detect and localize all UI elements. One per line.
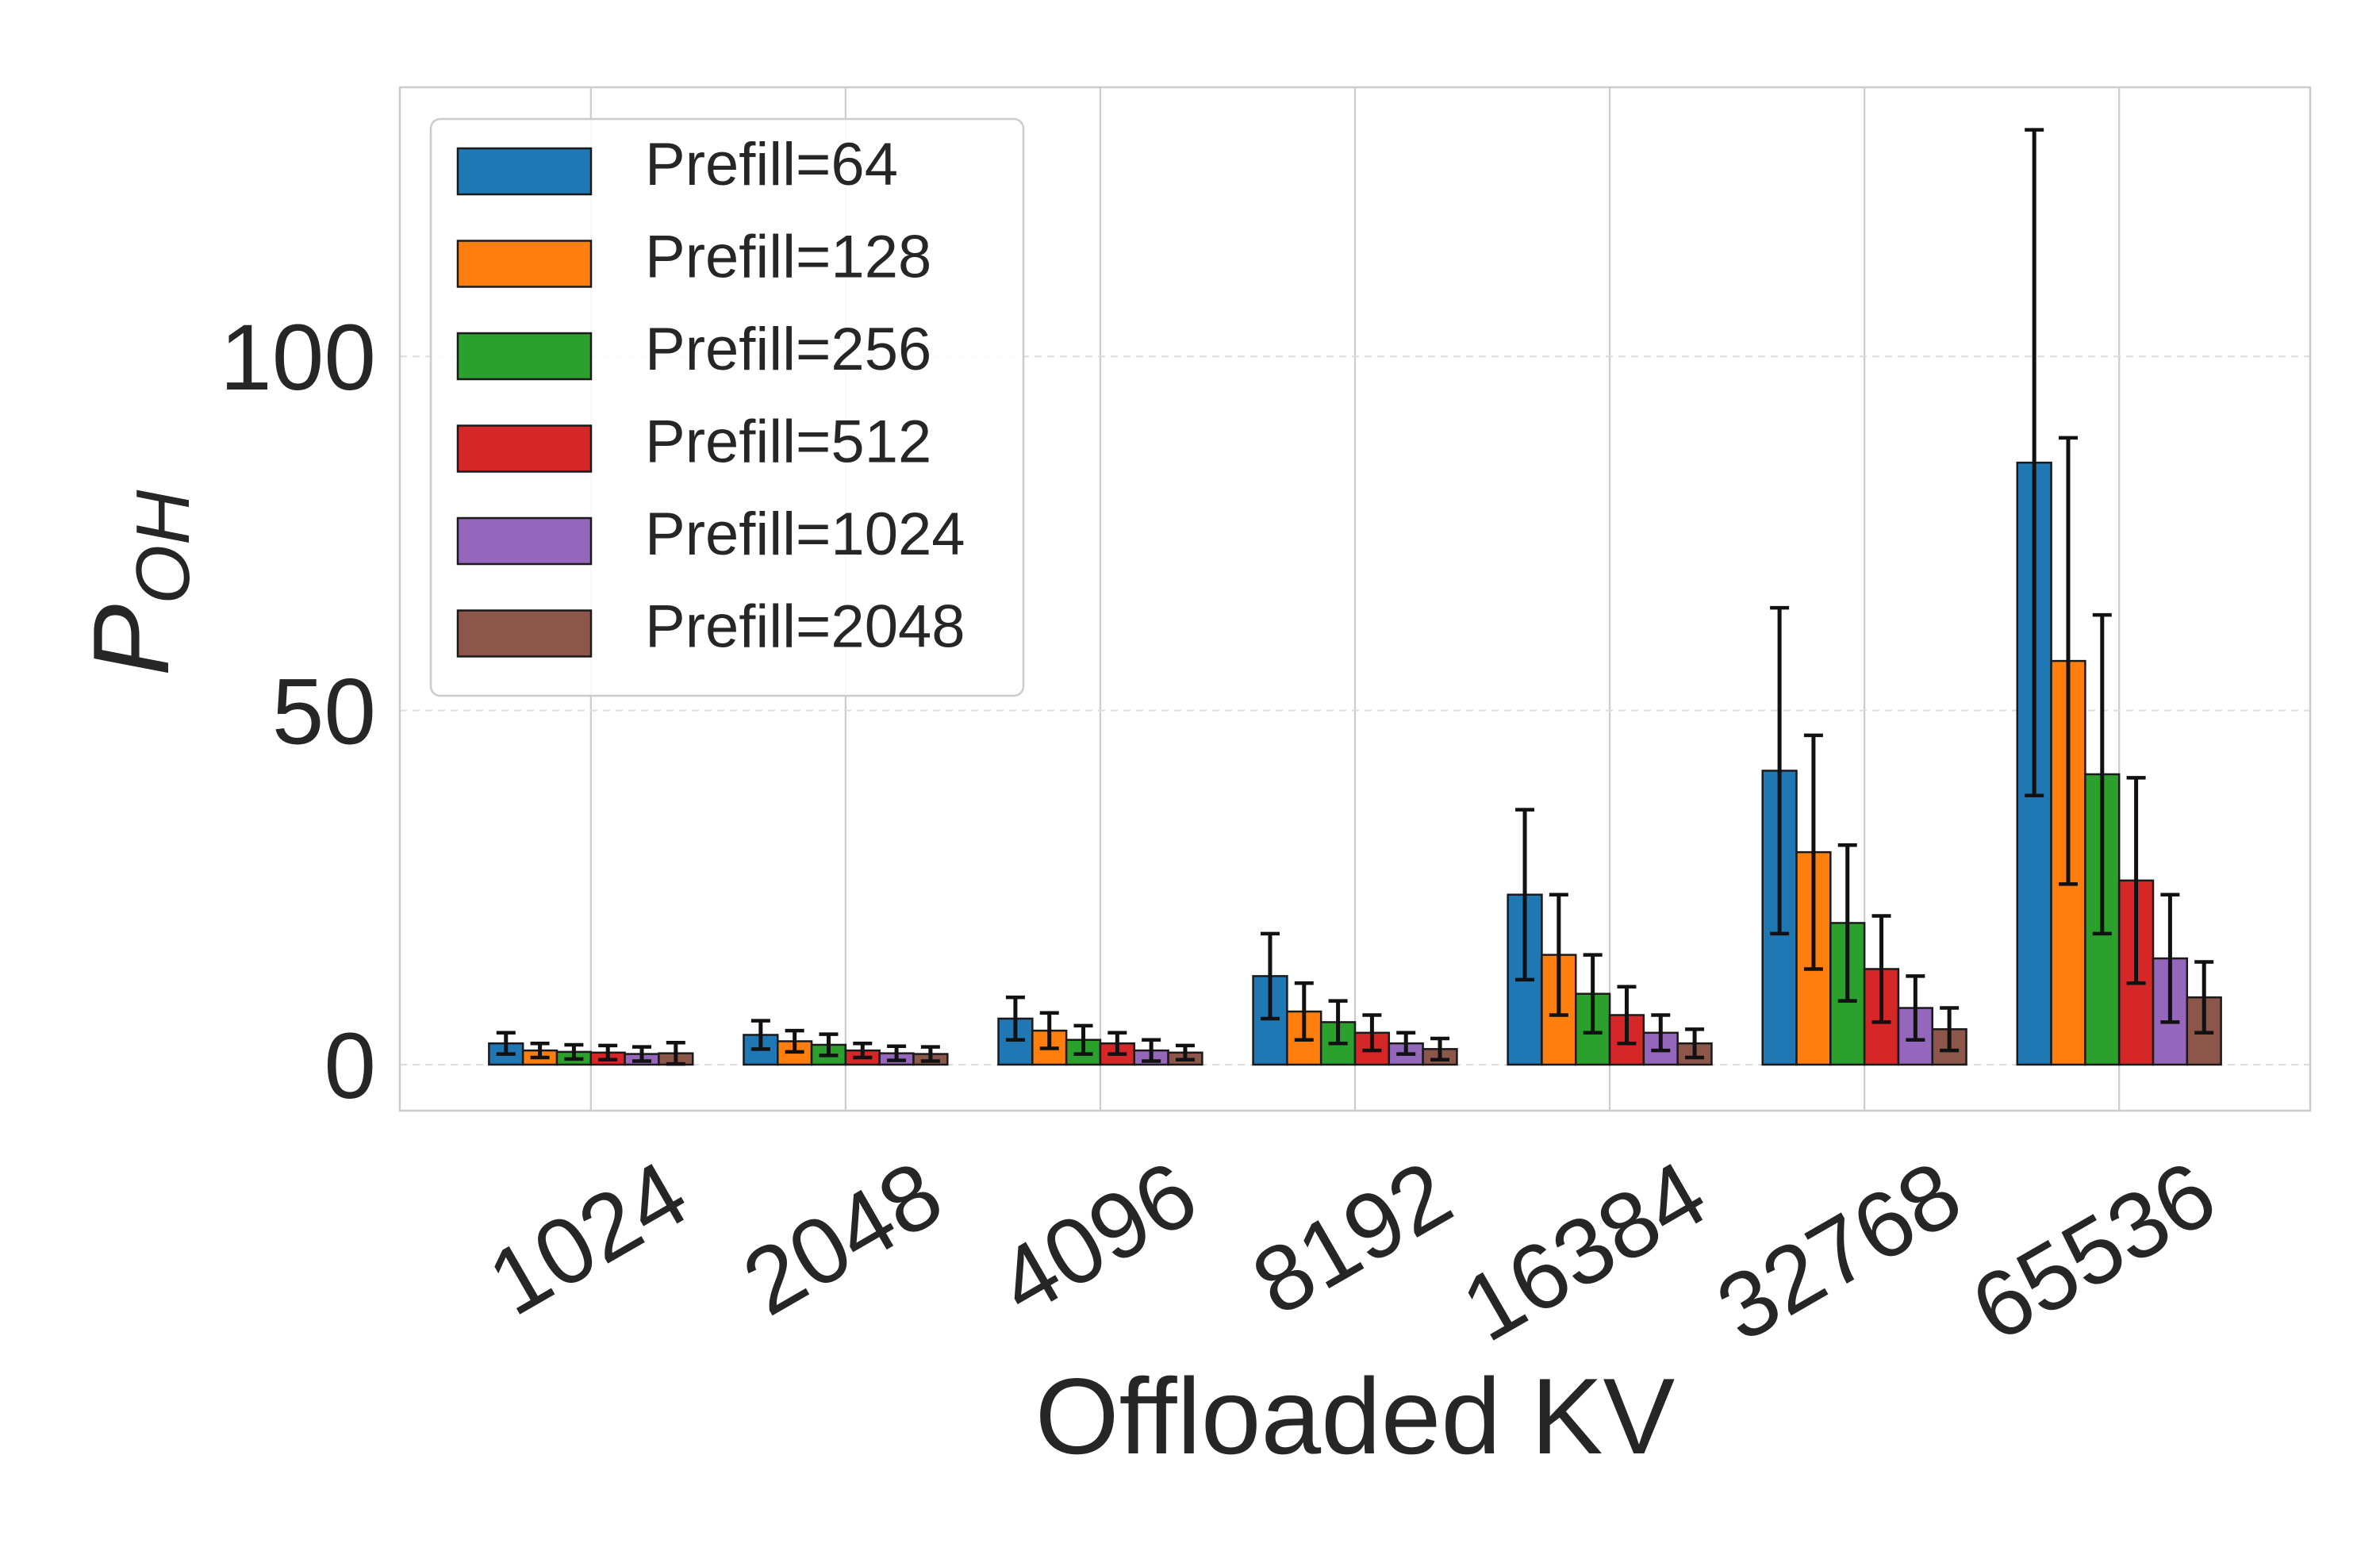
error-bar — [666, 1041, 685, 1066]
error-bar — [1005, 995, 1025, 1042]
legend-item: Prefill=256 — [456, 316, 931, 383]
legend-swatch — [456, 147, 593, 196]
error-bar — [1362, 1013, 1382, 1053]
error-bar — [1803, 733, 1823, 971]
error-bar — [887, 1044, 907, 1062]
error-bar — [2025, 128, 2044, 797]
y-axis-label: POH — [71, 489, 205, 676]
y-axis-label-main: P — [71, 605, 191, 677]
error-bar — [1837, 843, 1857, 1003]
error-bar — [1039, 1011, 1059, 1050]
legend-label: Prefill=512 — [645, 409, 931, 476]
error-bar — [1142, 1038, 1161, 1063]
error-bar — [1685, 1027, 1705, 1060]
y-tick-label: 100 — [220, 305, 376, 410]
error-bar — [1175, 1043, 1195, 1061]
legend-item: Prefill=64 — [456, 131, 898, 198]
error-bars — [496, 128, 2214, 1066]
error-bar — [598, 1043, 618, 1061]
legend-item: Prefill=512 — [456, 409, 931, 476]
error-bar — [2160, 892, 2180, 1024]
error-bar — [1651, 1013, 1671, 1053]
error-bar — [1583, 953, 1603, 1035]
y-tick-label: 50 — [272, 660, 376, 765]
error-bar — [1515, 808, 1535, 982]
error-bar — [1430, 1036, 1450, 1061]
legend-swatch — [456, 424, 593, 473]
legend-swatch — [456, 609, 593, 658]
error-bar — [2126, 776, 2146, 985]
error-bar — [1107, 1031, 1127, 1056]
error-bar — [819, 1032, 839, 1058]
error-bar — [530, 1041, 550, 1060]
legend-label: Prefill=256 — [645, 316, 931, 383]
error-bar — [632, 1045, 652, 1063]
error-bar — [2058, 436, 2078, 886]
error-bar — [496, 1031, 516, 1056]
error-bar — [1871, 914, 1891, 1024]
error-bar — [1294, 981, 1314, 1042]
error-bar — [853, 1041, 873, 1060]
error-bar — [1940, 1006, 1960, 1053]
error-bar — [1396, 1031, 1416, 1056]
legend-item: Prefill=1024 — [456, 501, 965, 568]
plot-frame — [398, 86, 2312, 1112]
error-bar — [564, 1042, 584, 1061]
error-bar — [2194, 960, 2214, 1035]
legend: Prefill=64 Prefill=128 Prefill=256 Prefill=… — [429, 117, 1025, 697]
legend-swatch — [456, 332, 593, 381]
x-axis-label: Offloaded KV — [1035, 1356, 1676, 1476]
y-axis-ticks: 0 50 100 — [220, 305, 376, 1119]
error-bar — [1328, 999, 1348, 1046]
legend-label: Prefill=64 — [645, 131, 898, 198]
y-axis-label-subscript: OH — [121, 489, 205, 605]
legend-label: Prefill=1024 — [645, 501, 965, 568]
error-bar — [1260, 931, 1280, 1021]
legend-swatch — [456, 240, 593, 288]
error-bar — [1549, 892, 1568, 1017]
error-bar — [1617, 985, 1637, 1046]
error-bar — [1906, 974, 1925, 1042]
error-bar — [1073, 1023, 1093, 1056]
error-bar — [785, 1028, 804, 1054]
legend-item: Prefill=2048 — [456, 593, 965, 661]
error-bar — [750, 1019, 770, 1051]
error-bar — [2092, 612, 2112, 936]
error-bar — [920, 1045, 940, 1063]
legend-swatch — [456, 516, 593, 566]
legend-label: Prefill=2048 — [645, 593, 965, 661]
legend-item: Prefill=128 — [456, 224, 931, 291]
error-bar — [1770, 605, 1790, 936]
legend-label: Prefill=128 — [645, 224, 931, 291]
y-tick-label: 0 — [324, 1014, 376, 1119]
